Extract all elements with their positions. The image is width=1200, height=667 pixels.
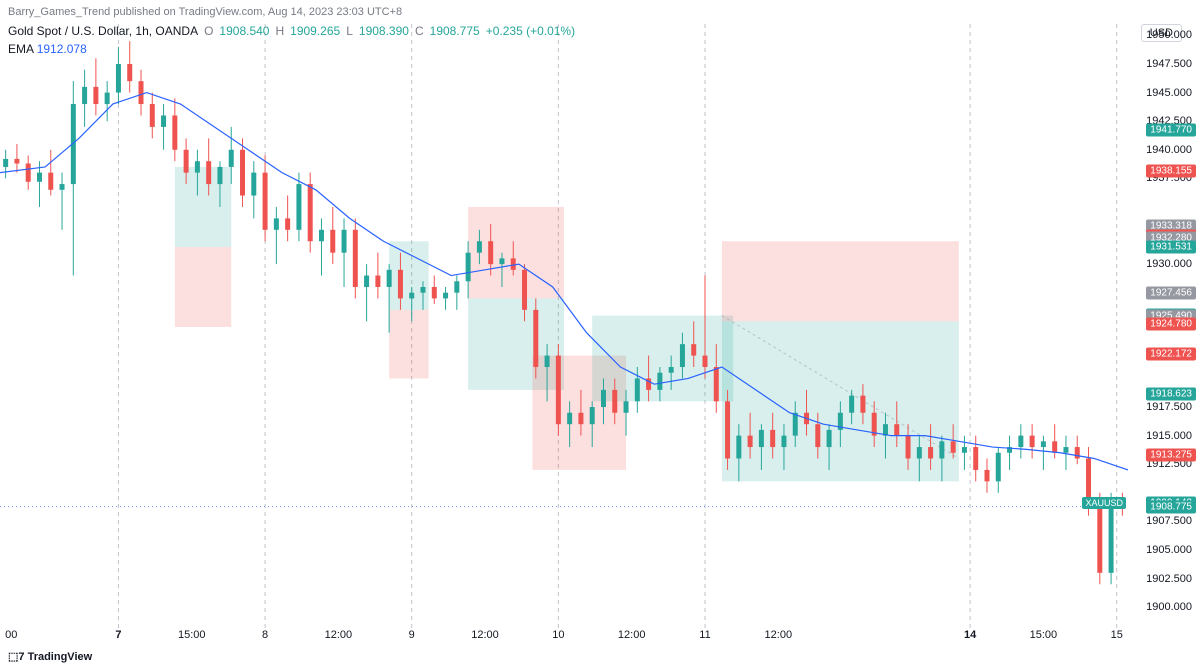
- x-tick-label: 8: [262, 629, 268, 641]
- y-tick-label: 1930.000: [1146, 258, 1192, 270]
- y-axis[interactable]: USD 1900.0001902.5001905.0001907.5001912…: [1128, 24, 1200, 630]
- logo-icon: ⬚7: [8, 651, 28, 663]
- y-tick-label: 1907.500: [1146, 515, 1192, 527]
- price-tag: 1922.172: [1146, 347, 1196, 360]
- price-tag: 1908.775: [1146, 500, 1196, 513]
- x-tick-label: 11: [699, 629, 710, 641]
- y-tick-label: 1905.000: [1146, 544, 1192, 556]
- x-tick-label: 12:00: [765, 629, 793, 641]
- price-tag: 1918.623: [1146, 388, 1196, 401]
- xauusd-tag: XAUUSD: [1082, 497, 1126, 509]
- publisher-info: Barry_Games_Trend published on TradingVi…: [8, 6, 402, 18]
- x-tick-label: 12:00: [471, 629, 499, 641]
- y-tick-label: 1940.000: [1146, 144, 1192, 156]
- x-tick-label: 12:00: [325, 629, 353, 641]
- x-tick-label: 15:00: [178, 629, 206, 641]
- y-tick-label: 1902.500: [1146, 573, 1192, 585]
- y-tick-label: 1945.000: [1146, 87, 1192, 99]
- price-tag: 1941.770: [1146, 123, 1196, 136]
- price-tag: 1924.780: [1146, 317, 1196, 330]
- x-tick-label: 12:00: [618, 629, 646, 641]
- y-tick-label: 1900.000: [1146, 601, 1192, 613]
- price-tag: 1938.155: [1146, 164, 1196, 177]
- chart-svg[interactable]: [0, 24, 1128, 630]
- x-tick-label: 00: [5, 629, 17, 641]
- x-tick-label: 10: [552, 629, 564, 641]
- tradingview-logo[interactable]: ⬚7 TradingView: [8, 650, 92, 663]
- chart-area[interactable]: XAUUSD: [0, 24, 1128, 630]
- price-tag: 1927.456: [1146, 287, 1196, 300]
- y-tick-label: 1947.500: [1146, 58, 1192, 70]
- x-axis[interactable]: 00 7 15:00 8 12:00 9 12:00 10 12:00 11 12:00 14 15:0…: [0, 629, 1128, 649]
- price-tag: 1931.531: [1146, 240, 1196, 253]
- y-tick-label: 1915.000: [1146, 430, 1192, 442]
- logo-text: TradingView: [28, 651, 93, 663]
- x-tick-label: 15:00: [1030, 629, 1058, 641]
- y-tick-label: 1950.000: [1146, 29, 1192, 41]
- x-tick-label: 15: [1111, 629, 1123, 641]
- x-tick-label: 14: [964, 629, 976, 641]
- x-tick-label: 9: [409, 629, 415, 641]
- x-tick-label: 7: [115, 629, 121, 641]
- price-tag: 1913.275: [1146, 449, 1196, 462]
- y-tick-label: 1917.500: [1146, 401, 1192, 413]
